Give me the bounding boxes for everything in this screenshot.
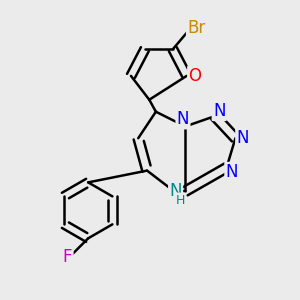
Text: N: N <box>213 102 225 120</box>
Text: O: O <box>188 67 201 85</box>
Text: F: F <box>63 248 72 266</box>
Text: H: H <box>176 194 185 207</box>
Text: Br: Br <box>187 19 206 37</box>
Text: N: N <box>226 163 238 181</box>
Text: N: N <box>236 129 249 147</box>
Text: N: N <box>177 110 189 128</box>
Text: N: N <box>169 182 182 200</box>
